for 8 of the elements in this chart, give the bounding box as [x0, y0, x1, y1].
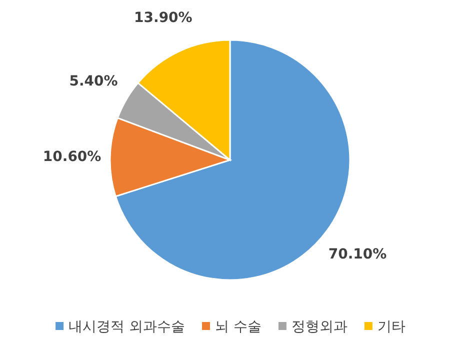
- data-label: 13.90%: [134, 10, 192, 26]
- legend-label: 내시경적 외과수술: [68, 319, 185, 335]
- data-label: 70.10%: [328, 246, 387, 262]
- legend-label: 정형외과: [291, 319, 348, 335]
- data-label: 5.40%: [69, 73, 118, 90]
- legend-label: 뇌 수술: [215, 319, 262, 335]
- data-label: 10.60%: [42, 149, 102, 166]
- legend-label: 기타: [377, 319, 406, 335]
